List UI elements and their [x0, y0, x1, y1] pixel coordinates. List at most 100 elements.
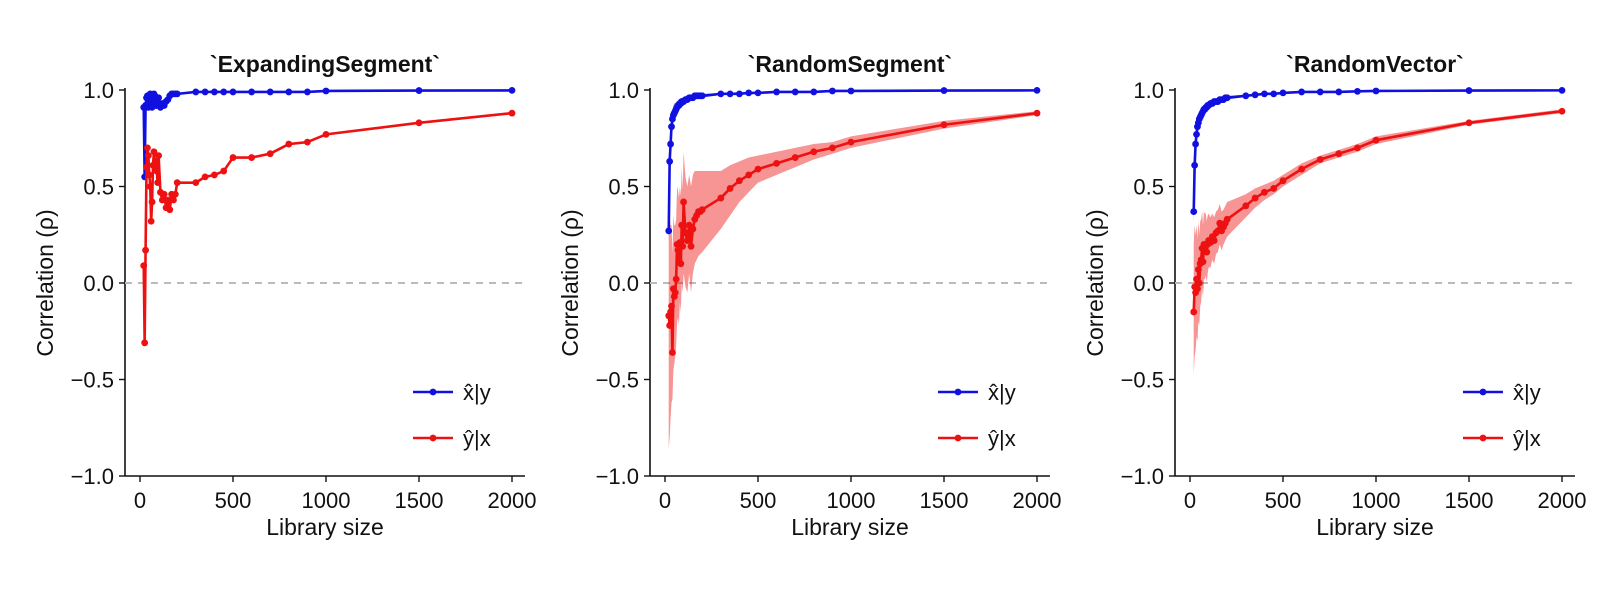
data-point-series-1 — [1033, 86, 1041, 94]
data-point-series-2 — [171, 190, 179, 198]
data-point-series-2 — [1242, 202, 1250, 210]
data-point-series-2 — [726, 185, 734, 192]
y-tick-label: 0.5 — [83, 175, 114, 200]
data-point-series-2 — [211, 171, 218, 179]
data-point-series-2 — [220, 167, 228, 175]
x-tick-label: 500 — [1265, 488, 1302, 513]
data-point-series-1 — [1193, 130, 1200, 138]
data-point-series-2 — [285, 140, 293, 148]
data-point-series-2 — [144, 144, 151, 152]
data-point-series-2 — [1316, 156, 1324, 163]
data-point-series-2 — [145, 171, 153, 179]
x-tick-label: 1500 — [395, 488, 444, 513]
legend-marker-series-2 — [954, 434, 962, 442]
data-point-series-1 — [1465, 87, 1473, 94]
data-point-series-2 — [1203, 248, 1211, 256]
series-line-2 — [667, 111, 1038, 354]
data-point-series-2 — [154, 179, 162, 187]
legend-marker-series-1 — [954, 388, 962, 396]
legend-marker-series-2 — [429, 434, 437, 442]
data-point-series-1 — [1298, 88, 1305, 96]
data-point-series-2 — [1298, 165, 1305, 173]
data-point-series-1 — [1558, 86, 1566, 94]
x-tick-label: 0 — [134, 488, 146, 513]
chart-panel-1: `ExpandingSegment` −1.0 −0.5 0.0 0.5 1.0 0 500 1… — [32, 51, 536, 540]
y-tick-label: 0.0 — [608, 271, 639, 296]
x-tick-label: 500 — [740, 488, 777, 513]
chart-panel-2: `RandomSegment` −1.0 −0.5 0.0 0.5 1.0 0 500 1000… — [557, 51, 1061, 540]
data-point-series-2 — [164, 196, 172, 204]
data-point-series-2 — [1354, 144, 1361, 152]
data-point-series-1 — [1191, 161, 1199, 169]
data-point-series-1 — [717, 90, 725, 98]
data-point-series-2 — [687, 242, 695, 250]
data-point-series-2 — [683, 237, 691, 244]
x-tick-label: 2000 — [1538, 488, 1587, 513]
data-point-series-1 — [1279, 89, 1287, 97]
data-point-series-2 — [1335, 150, 1343, 158]
data-point-series-1 — [1261, 90, 1268, 98]
data-point-series-2 — [152, 158, 160, 165]
data-point-series-1 — [1270, 90, 1278, 98]
data-point-series-2 — [415, 119, 423, 127]
data-point-series-2 — [1251, 194, 1259, 202]
data-point-series-2 — [1033, 109, 1041, 117]
data-point-series-2 — [166, 206, 174, 214]
y-tick-label: −0.5 — [71, 368, 114, 393]
data-point-series-2 — [668, 302, 675, 310]
data-point-series-2 — [682, 229, 689, 237]
data-point-series-1 — [1354, 87, 1361, 95]
data-point-series-2 — [689, 225, 697, 233]
data-point-series-2 — [677, 260, 685, 268]
legend-label-series-2: ŷ|x — [1513, 426, 1541, 451]
data-point-series-2 — [669, 349, 676, 356]
data-point-series-1 — [847, 87, 855, 95]
data-point-series-1 — [1372, 87, 1380, 95]
data-point-series-1 — [665, 227, 673, 235]
x-tick-label: 1000 — [827, 488, 876, 513]
data-point-series-2 — [147, 217, 155, 225]
data-point-series-2 — [1194, 285, 1201, 293]
legend-label-series-1: x̂|y — [1513, 380, 1541, 405]
legend-marker-series-1 — [1479, 388, 1487, 396]
data-point-series-1 — [248, 88, 256, 96]
data-point-series-1 — [736, 90, 743, 98]
data-point-series-2 — [717, 194, 725, 202]
data-point-series-1 — [940, 87, 948, 94]
y-axis-label: Correlation (ρ) — [32, 209, 58, 356]
data-point-series-2 — [201, 173, 209, 181]
y-tick-label: −1.0 — [1121, 464, 1164, 489]
data-point-series-2 — [678, 221, 686, 229]
data-point-series-2 — [1270, 185, 1278, 192]
chart-title: `RandomSegment` — [748, 51, 952, 77]
data-point-series-2 — [1261, 188, 1268, 196]
y-tick-label: 0.5 — [1133, 175, 1164, 200]
data-point-series-2 — [1210, 237, 1218, 244]
y-tick-label: 1.0 — [1133, 78, 1164, 103]
data-point-series-2 — [1195, 279, 1203, 287]
data-point-series-2 — [192, 179, 200, 187]
data-point-series-1 — [810, 88, 818, 96]
data-point-series-1 — [201, 88, 209, 96]
data-point-series-2 — [1465, 119, 1473, 127]
data-point-series-2 — [940, 121, 948, 129]
data-point-series-2 — [680, 198, 687, 206]
legend-marker-series-1 — [429, 388, 437, 396]
data-point-series-2 — [173, 179, 181, 187]
y-tick-label: 0.0 — [83, 271, 114, 296]
data-point-series-1 — [754, 89, 762, 97]
x-tick-label: 500 — [215, 488, 252, 513]
data-point-series-1 — [192, 88, 200, 96]
data-point-series-1 — [155, 94, 163, 102]
data-point-series-1 — [415, 87, 423, 94]
data-point-series-1 — [698, 92, 706, 100]
y-tick-label: 1.0 — [608, 78, 639, 103]
data-point-series-2 — [143, 163, 150, 171]
data-point-series-1 — [791, 88, 799, 96]
x-tick-label: 0 — [659, 488, 671, 513]
data-point-series-2 — [170, 196, 177, 204]
data-point-series-2 — [829, 144, 836, 152]
legend-label-series-1: x̂|y — [988, 380, 1016, 405]
data-point-series-1 — [508, 86, 516, 94]
data-point-series-2 — [773, 159, 780, 167]
